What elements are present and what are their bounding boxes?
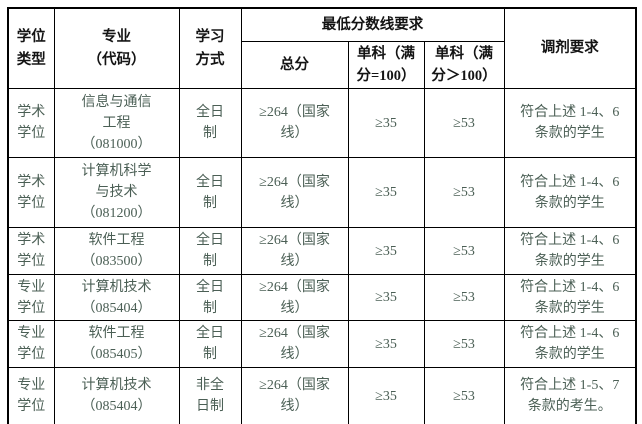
cell-major-code: 计算机技术 （085404） (53, 274, 180, 322)
cell-total-score: ≥264（国家 线） (240, 157, 349, 229)
cell-total-score: ≥264（国家 线） (240, 320, 349, 369)
table-row: 专业 学位 计算机技术 （085404） 全日 制 ≥264（国家 线） ≥35… (7, 274, 637, 322)
cell-single-subject-eq100: ≥35 (347, 157, 425, 229)
cell-major-code: 软件工程 （083500） (53, 227, 180, 276)
header-single-subject-gt100: 单科（满 分＞100） (423, 40, 505, 90)
cell-total-score: ≥264（国家 线） (240, 88, 349, 159)
table-row: 学术 学位 计算机科学 与技术 （081200） 全日 制 ≥264（国家 线）… (7, 157, 637, 229)
cell-single-subject-eq100: ≥35 (347, 227, 425, 276)
header-major-code: 专业 （代码） (53, 7, 180, 90)
table-row: 专业 学位 软件工程 （085405） 全日 制 ≥264（国家 线） ≥35 … (7, 320, 637, 369)
cell-total-score: ≥264（国家 线） (240, 227, 349, 276)
header-row-sub: 总分 单科（满 分=100） 单科（满 分＞100） (8, 40, 636, 90)
cell-study-mode: 非全 日制 (178, 367, 242, 424)
cell-study-mode: 全日 制 (178, 88, 242, 159)
table-row: 专业 学位 计算机技术 （085404） 非全 日制 ≥264（国家 线） ≥3… (7, 367, 637, 424)
cell-total-score: ≥264（国家 线） (240, 274, 349, 322)
header-adjustment-requirement: 调剂要求 (503, 7, 637, 90)
cell-single-subject-gt100: ≥53 (423, 227, 505, 276)
cell-study-mode: 全日 制 (178, 320, 242, 369)
cell-degree-type: 专业 学位 (7, 367, 55, 424)
cell-study-mode: 全日 制 (178, 227, 242, 276)
cell-degree-type: 学术 学位 (7, 88, 55, 159)
cell-adjustment-requirement: 符合上述 1-4、6 条款的学生 (503, 157, 637, 229)
cell-single-subject-gt100: ≥53 (423, 88, 505, 159)
cell-single-subject-gt100: ≥53 (423, 157, 505, 229)
cell-single-subject-eq100: ≥35 (347, 367, 425, 424)
header-row-top: 学位 类型 专业 （代码） 学习 方式 最低分数线要求 调剂要求 (7, 7, 637, 90)
cell-single-subject-gt100: ≥53 (423, 367, 505, 424)
score-requirements-table: 学位 类型 专业 （代码） 学习 方式 最低分数线要求 调剂要求 总分 单科（满… (7, 7, 637, 424)
cell-major-code: 计算机技术 （085404） (53, 367, 180, 424)
cell-major-code: 信息与通信 工程 （081000） (53, 88, 180, 159)
cell-degree-type: 学术 学位 (7, 227, 55, 276)
cell-single-subject-eq100: ≥35 (347, 320, 425, 369)
cell-degree-type: 专业 学位 (7, 320, 55, 369)
cell-single-subject-eq100: ≥35 (347, 274, 425, 322)
cell-major-code: 计算机科学 与技术 （081200） (53, 157, 180, 229)
header-degree-type: 学位 类型 (7, 7, 55, 90)
header-total-score: 总分 (240, 40, 349, 90)
cell-total-score: ≥264（国家 线） (240, 367, 349, 424)
cell-single-subject-gt100: ≥53 (423, 274, 505, 322)
cell-single-subject-eq100: ≥35 (347, 88, 425, 159)
cell-degree-type: 学术 学位 (7, 157, 55, 229)
cell-adjustment-requirement: 符合上述 1-4、6 条款的学生 (503, 88, 637, 159)
cell-major-code: 软件工程 （085405） (53, 320, 180, 369)
header-study-mode: 学习 方式 (178, 7, 242, 90)
cell-adjustment-requirement: 符合上述 1-4、6 条款的学生 (503, 320, 637, 369)
cell-study-mode: 全日 制 (178, 157, 242, 229)
cell-adjustment-requirement: 符合上述 1-5、7 条款的考生。 (503, 367, 637, 424)
header-single-subject-eq100: 单科（满 分=100） (347, 40, 425, 90)
cell-degree-type: 专业 学位 (7, 274, 55, 322)
table-row: 学术 学位 信息与通信 工程 （081000） 全日 制 ≥264（国家 线） … (7, 88, 637, 159)
cell-adjustment-requirement: 符合上述 1-4、6 条款的学生 (503, 227, 637, 276)
header-min-score-group: 最低分数线要求 (240, 7, 505, 42)
table-row: 学术 学位 软件工程 （083500） 全日 制 ≥264（国家 线） ≥35 … (7, 227, 637, 276)
cell-study-mode: 全日 制 (178, 274, 242, 322)
cell-single-subject-gt100: ≥53 (423, 320, 505, 369)
cell-adjustment-requirement: 符合上述 1-4、6 条款的学生 (503, 274, 637, 322)
